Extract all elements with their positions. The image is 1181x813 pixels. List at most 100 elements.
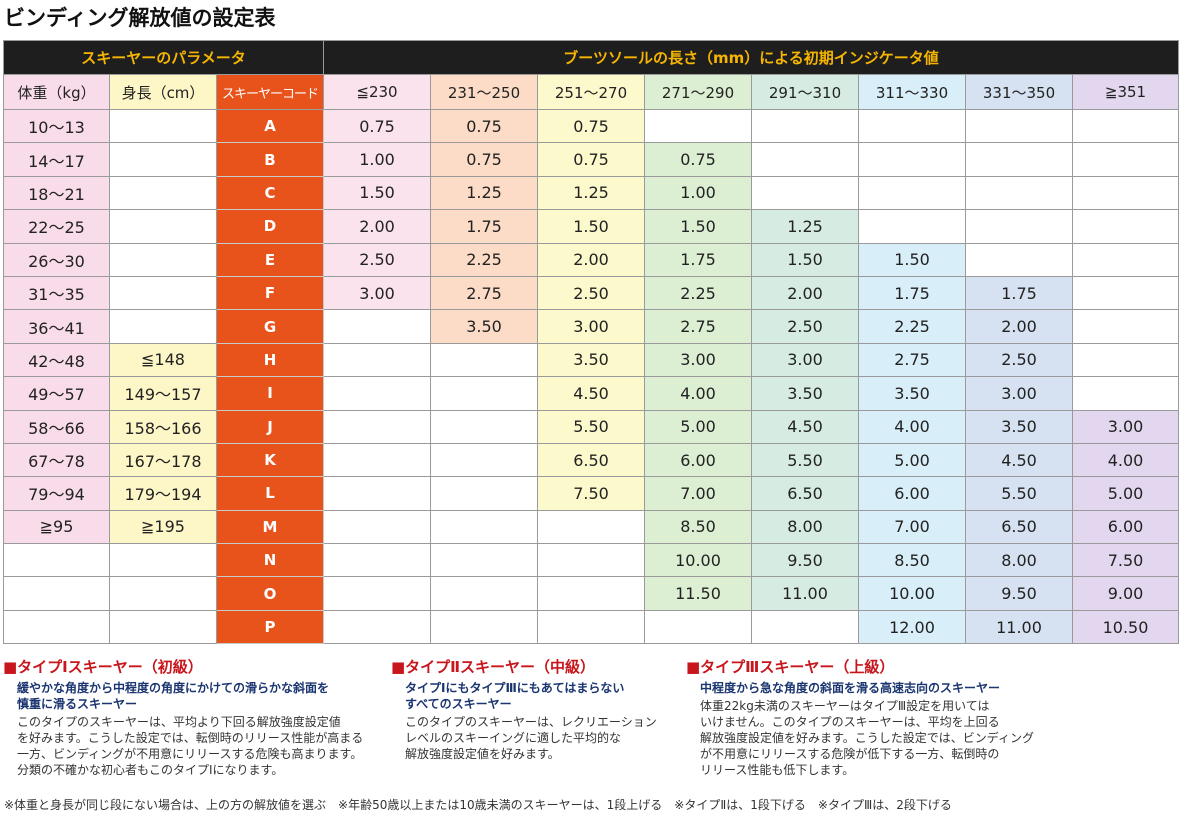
type2-body-line: レベルのスキーイングに適した平均的な [405, 731, 622, 745]
weight-cell: 10～13 [3, 108, 110, 144]
indicator-value-cell: 12.00 [858, 609, 966, 645]
boot-sole-header: ブーツソールの長さ（mm）による初期インジケータ値 [322, 40, 1180, 75]
indicator-value-cell [430, 476, 538, 511]
height-cell [109, 242, 217, 277]
skier-code-cell: I [216, 376, 324, 411]
indicator-value-cell: 7.00 [644, 476, 752, 511]
indicator-value-cell: 2.25 [644, 275, 752, 311]
table-row: 79～94 179～194 L 7.50 7.00 6.50 6.00 5.50 5.00 [3, 476, 1180, 511]
table-row: 49～57 149～157 I 4.50 4.00 3.50 3.50 3.00 [3, 376, 1180, 411]
indicator-value-cell: 2.50 [323, 242, 431, 277]
skier-code-cell: M [216, 509, 324, 545]
boot-column-header: 331～350 [965, 74, 1073, 110]
boot-column-header: ≦230 [323, 74, 431, 110]
weight-cell [3, 543, 110, 578]
indicator-value-cell [1071, 175, 1180, 211]
indicator-value-cell: 2.50 [965, 342, 1073, 378]
type1-body-line: このタイプのスキーヤーは、平均より下回る解放強度設定値 [17, 715, 341, 729]
type2-body: このタイプのスキーヤーは、レクリエーション レベルのスキーイングに適した平均的な… [391, 714, 681, 762]
skier-code-cell: L [216, 476, 324, 511]
indicator-value-cell [537, 576, 645, 611]
height-cell [109, 543, 217, 578]
indicator-value-cell [323, 476, 431, 511]
indicator-value-cell [1071, 342, 1180, 378]
indicator-value-cell [858, 108, 966, 144]
indicator-value-cell: 3.00 [537, 309, 645, 344]
indicator-value-cell: 0.75 [430, 108, 538, 144]
indicator-value-cell: 5.00 [644, 409, 752, 444]
table-row: P 12.00 11.00 10.50 [3, 609, 1180, 645]
boot-column-header: 291～310 [751, 74, 859, 110]
indicator-value-cell: 6.00 [644, 442, 752, 478]
boot-column-header: 231～250 [430, 74, 538, 110]
indicator-value-cell: 2.00 [537, 242, 645, 277]
indicator-value-cell: 1.00 [323, 142, 431, 177]
indicator-value-cell: 3.00 [323, 275, 431, 311]
indicator-value-cell: 2.25 [858, 309, 966, 344]
skier-parameters-header: スキーヤーのパラメータ [3, 40, 324, 75]
indicator-value-cell [323, 609, 431, 645]
type2-title: ■タイプⅡスキーヤー（中級） [391, 658, 596, 676]
skier-code-column-header: スキーヤーコード [216, 74, 324, 110]
indicator-value-cell [1071, 108, 1180, 144]
table-row: 67～78 167～178 K 6.50 6.00 5.50 5.00 4.50 4.00 [3, 442, 1180, 478]
indicator-value-cell [537, 509, 645, 545]
indicator-value-cell: 4.00 [1071, 442, 1180, 478]
indicator-value-cell: 0.75 [537, 108, 645, 144]
indicator-value-cell: 1.50 [858, 242, 966, 277]
indicator-value-cell: 11.00 [965, 609, 1073, 645]
weight-cell: 67～78 [3, 442, 110, 478]
indicator-value-cell: 0.75 [644, 142, 752, 177]
height-cell: 149～157 [109, 376, 217, 411]
skier-code-cell: A [216, 108, 324, 144]
indicator-value-cell [1071, 142, 1180, 177]
skier-code-cell: N [216, 543, 324, 578]
boot-column-header: ≧351 [1071, 74, 1180, 110]
height-column-header: 身長（cm） [109, 74, 217, 110]
indicator-value-cell: 1.50 [323, 175, 431, 211]
indicator-value-cell: 2.00 [965, 309, 1073, 344]
indicator-value-cell: 3.50 [537, 342, 645, 378]
footer-notes: ※体重と身長が同じ段にない場合は、上の方の解放値を選ぶ ※年齢50歳以上または1… [4, 798, 952, 812]
indicator-value-cell: 7.50 [537, 476, 645, 511]
indicator-value-cell [965, 209, 1073, 244]
weight-cell [3, 609, 110, 645]
indicator-value-cell: 9.00 [1071, 576, 1180, 611]
indicator-value-cell [858, 209, 966, 244]
height-cell [109, 209, 217, 244]
weight-cell: 79～94 [3, 476, 110, 511]
indicator-value-cell [1071, 242, 1180, 277]
indicator-value-cell: 1.25 [537, 175, 645, 211]
indicator-value-cell: 3.00 [1071, 409, 1180, 444]
indicator-value-cell: 6.50 [965, 509, 1073, 545]
skier-code-cell: J [216, 409, 324, 444]
indicator-value-cell: 3.50 [751, 376, 859, 411]
indicator-value-cell: 5.00 [1071, 476, 1180, 511]
indicator-value-cell: 0.75 [537, 142, 645, 177]
indicator-value-cell: 1.50 [644, 209, 752, 244]
indicator-value-cell [323, 543, 431, 578]
type3-body-line: が不用意にリリースする危険が低下する一方、転倒時の [700, 747, 1000, 761]
type1-body-line: を好みます。こうした設定では、転倒時のリリース性能が高まる [17, 731, 364, 745]
type1-body-line: 一方、ビンディングが不用意にリリースする危険も高まります。 [17, 747, 363, 761]
indicator-value-cell [858, 175, 966, 211]
indicator-value-cell [858, 142, 966, 177]
indicator-value-cell: 7.00 [858, 509, 966, 545]
skier-code-cell: K [216, 442, 324, 478]
indicator-value-cell: 5.50 [965, 476, 1073, 511]
indicator-value-cell [537, 543, 645, 578]
indicator-value-cell: 10.00 [858, 576, 966, 611]
indicator-value-cell [430, 543, 538, 578]
indicator-value-cell: 2.75 [644, 309, 752, 344]
skier-code-cell: O [216, 576, 324, 611]
indicator-value-cell: 8.50 [644, 509, 752, 545]
indicator-value-cell: 9.50 [965, 576, 1073, 611]
indicator-value-cell [1071, 275, 1180, 311]
indicator-value-cell: 1.75 [644, 242, 752, 277]
table-row: 10～13 A 0.75 0.75 0.75 [3, 108, 1180, 144]
indicator-value-cell [537, 609, 645, 645]
indicator-value-cell: 3.00 [965, 376, 1073, 411]
indicator-value-cell: 5.00 [858, 442, 966, 478]
type3-subtitle-line: 中程度から急な角度の斜面を滑る高速志向のスキーヤー [700, 681, 1001, 695]
table-row: 31～35 F 3.00 2.75 2.50 2.25 2.00 1.75 1.75 [3, 275, 1180, 311]
